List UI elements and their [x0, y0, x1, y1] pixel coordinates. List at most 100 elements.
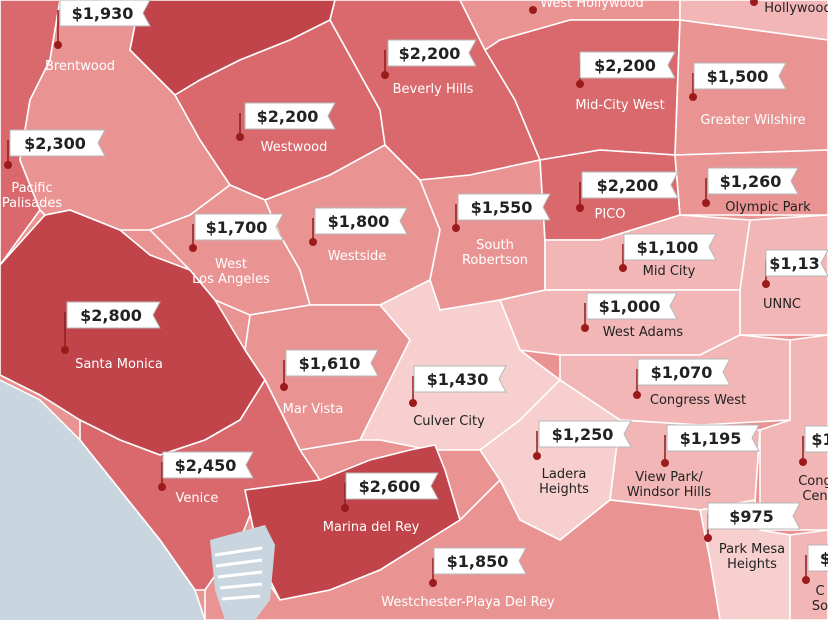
price-flag-beverly-hills[interactable]: $2,200	[384, 39, 477, 75]
area-label-line: Culver City	[413, 414, 485, 429]
area-label-congress-central: Cong Cen	[798, 474, 828, 504]
location-pin	[452, 224, 460, 232]
price-flag-west-adams[interactable]: $1,000	[584, 292, 678, 328]
area-label-line: Brentwood	[45, 59, 115, 74]
price-flag-mid-city[interactable]: $1,100	[622, 233, 717, 268]
price-value: $1,100	[637, 238, 699, 257]
area-label-congress-west: Congress West	[650, 393, 746, 408]
flag-box	[804, 425, 828, 453]
location-pin	[619, 264, 627, 272]
flag-box	[579, 51, 676, 79]
area-label-line: C	[815, 584, 824, 599]
area-label-line: Greater Wilshire	[700, 113, 805, 128]
flag-box	[707, 502, 801, 530]
area-label-line: Windsor Hills	[627, 485, 711, 500]
area-label-line: Westwood	[261, 140, 328, 155]
price-value: $1,195	[680, 429, 742, 448]
price-value: $1,610	[299, 354, 361, 373]
location-pin	[533, 452, 541, 460]
price-flag-congress-central[interactable]: $1	[802, 425, 828, 462]
location-pin	[61, 346, 69, 354]
location-pin	[799, 458, 807, 466]
area-label-crenshaw-south: C So	[812, 584, 828, 614]
flag-box	[9, 129, 106, 157]
area-label-line: UNNC	[763, 297, 801, 312]
price-flag-olympic-park[interactable]: $1,260	[705, 167, 799, 203]
price-value: $1,000	[599, 297, 661, 316]
price-flag-congress-west[interactable]: $1,070	[636, 358, 731, 395]
price-value: $975	[729, 507, 774, 526]
area-label-line: Palisades	[2, 196, 62, 211]
price-flag-greater-wilshire[interactable]: $1,500	[692, 62, 787, 97]
price-flag-ladera-heights[interactable]: $1,250	[536, 420, 632, 456]
area-label-line: Olympic Park	[725, 200, 811, 215]
area-label-line: Westchester-Playa Del Rey	[381, 595, 555, 610]
price-value: $2,450	[175, 456, 237, 475]
price-flag-mid-city-west[interactable]: $2,200	[579, 51, 676, 84]
price-flag-park-mesa-heights[interactable]: $975	[707, 502, 801, 538]
area-label-line: Ladera	[542, 467, 587, 482]
flag-box	[666, 424, 760, 452]
area-label-line: South	[476, 238, 514, 253]
region-south-robertson[interactable]	[418, 159, 546, 311]
price-value: $2,200	[399, 44, 461, 63]
area-label-line: Venice	[176, 491, 219, 506]
area-label-line: Heights	[727, 557, 777, 572]
area-label-line: Santa Monica	[75, 357, 163, 372]
price-flag-westchester[interactable]: $1,850	[432, 547, 527, 583]
location-pin	[189, 244, 197, 252]
flag-box	[807, 544, 828, 572]
flag-box	[581, 171, 679, 199]
price-value: $1,500	[707, 67, 769, 86]
marina-docks	[214, 546, 263, 601]
price-value: $1,850	[447, 552, 509, 571]
location-pin	[4, 161, 12, 169]
area-label-south-robertson: South Robertson	[462, 238, 528, 268]
area-label-brentwood: Brentwood	[45, 59, 115, 74]
price-value: $	[820, 549, 828, 568]
price-flag-westwood[interactable]: $2,200	[239, 102, 336, 137]
price-flag-crenshaw-south[interactable]: $	[805, 544, 828, 580]
price-flag-santa-monica[interactable]: $2,800	[64, 301, 161, 350]
area-label-mid-city: Mid City	[643, 264, 696, 279]
price-flag-brentwood[interactable]: $1,930	[57, 0, 151, 45]
price-flag-mar-vista[interactable]: $1,610	[283, 349, 379, 387]
location-pin	[750, 0, 758, 6]
price-value: $1,800	[328, 212, 390, 231]
flag-box	[707, 167, 799, 195]
price-flag-pico[interactable]: $2,200	[579, 171, 679, 208]
price-value: $1,930	[72, 4, 134, 23]
area-label-line: Westside	[328, 249, 387, 264]
price-value: $2,800	[80, 306, 142, 325]
flag-box	[345, 472, 439, 500]
price-flag-culver-city[interactable]: $1,430	[412, 365, 507, 403]
price-value: $1,700	[206, 218, 268, 237]
area-label-mid-city-west: Mid-City West	[575, 98, 664, 113]
area-label-line: PICO	[595, 207, 626, 222]
area-label-line: Hollywood	[764, 1, 828, 16]
area-label-line: So	[812, 599, 828, 614]
region-hollywood[interactable]	[679, 0, 828, 41]
location-pin	[762, 280, 770, 288]
area-label-line: Park Mesa	[719, 542, 785, 557]
area-label-line: West	[215, 257, 247, 272]
price-flag-westside[interactable]: $1,800	[312, 207, 408, 242]
flag-box	[623, 233, 717, 261]
flag-box	[59, 0, 151, 27]
location-pin	[633, 391, 641, 399]
price-flag-venice[interactable]: $2,450	[161, 451, 254, 487]
price-flag-west-los-angeles[interactable]: $1,700	[192, 213, 284, 248]
price-flag-marina-del-rey[interactable]: $2,600	[344, 472, 439, 508]
flag-box	[413, 365, 507, 393]
price-flag-view-park[interactable]: $1,195	[664, 424, 760, 463]
area-label-hollywood: Hollywood	[764, 1, 828, 16]
price-flag-unnc[interactable]: $1,13	[765, 249, 828, 284]
flag-box	[765, 249, 828, 277]
price-flag-pacific-palisades[interactable]: $2,300	[7, 129, 106, 165]
price-flag-south-robertson[interactable]: $1,550	[455, 193, 551, 228]
area-label-line: Beverly Hills	[393, 82, 474, 97]
flag-box	[387, 39, 477, 67]
location-pin	[280, 383, 288, 391]
location-pin	[381, 71, 389, 79]
area-label-line: Marina del Rey	[323, 520, 420, 535]
